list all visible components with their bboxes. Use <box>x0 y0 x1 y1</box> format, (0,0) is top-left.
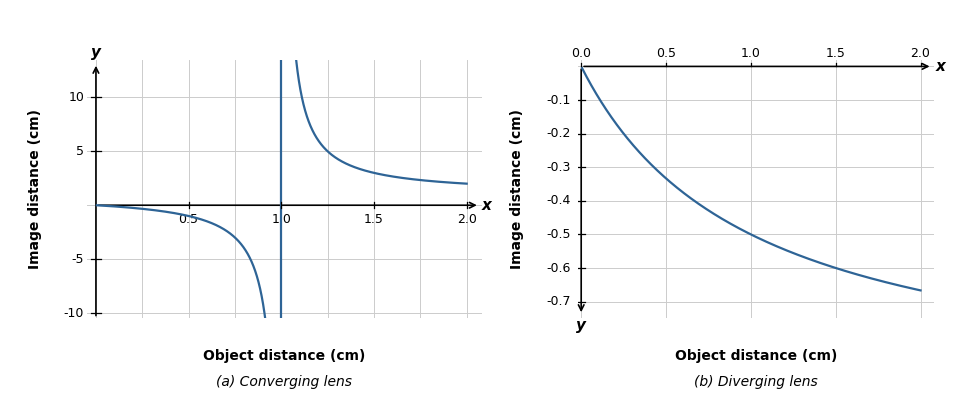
Text: -0.1: -0.1 <box>546 94 570 107</box>
Text: -0.6: -0.6 <box>546 261 570 275</box>
Text: Object distance (cm): Object distance (cm) <box>675 349 837 363</box>
Text: Image distance (cm): Image distance (cm) <box>28 109 42 269</box>
Text: y: y <box>576 318 586 334</box>
Text: (b) Diverging lens: (b) Diverging lens <box>694 375 818 389</box>
Text: 2.0: 2.0 <box>911 47 930 60</box>
Text: x: x <box>936 59 946 74</box>
Text: 1.0: 1.0 <box>741 47 761 60</box>
Text: -0.4: -0.4 <box>546 194 570 207</box>
Text: -5: -5 <box>71 253 84 265</box>
Text: 0.5: 0.5 <box>656 47 676 60</box>
Text: -0.3: -0.3 <box>546 161 570 174</box>
Text: 5: 5 <box>76 145 84 158</box>
Text: 0.5: 0.5 <box>178 213 198 226</box>
Text: y: y <box>91 45 101 60</box>
Text: 10: 10 <box>68 91 84 104</box>
Text: 2.0: 2.0 <box>456 213 477 226</box>
Text: x: x <box>482 198 491 213</box>
Text: 1.5: 1.5 <box>825 47 846 60</box>
Text: 0.0: 0.0 <box>571 47 591 60</box>
Text: (a) Converging lens: (a) Converging lens <box>216 375 352 389</box>
Text: 1.5: 1.5 <box>364 213 384 226</box>
Text: Object distance (cm): Object distance (cm) <box>203 349 365 363</box>
Text: -0.7: -0.7 <box>546 295 570 308</box>
Text: 1.0: 1.0 <box>272 213 291 226</box>
Text: -0.2: -0.2 <box>546 127 570 140</box>
Text: Image distance (cm): Image distance (cm) <box>510 109 524 269</box>
Text: -10: -10 <box>64 306 84 320</box>
Text: -0.5: -0.5 <box>546 228 570 241</box>
